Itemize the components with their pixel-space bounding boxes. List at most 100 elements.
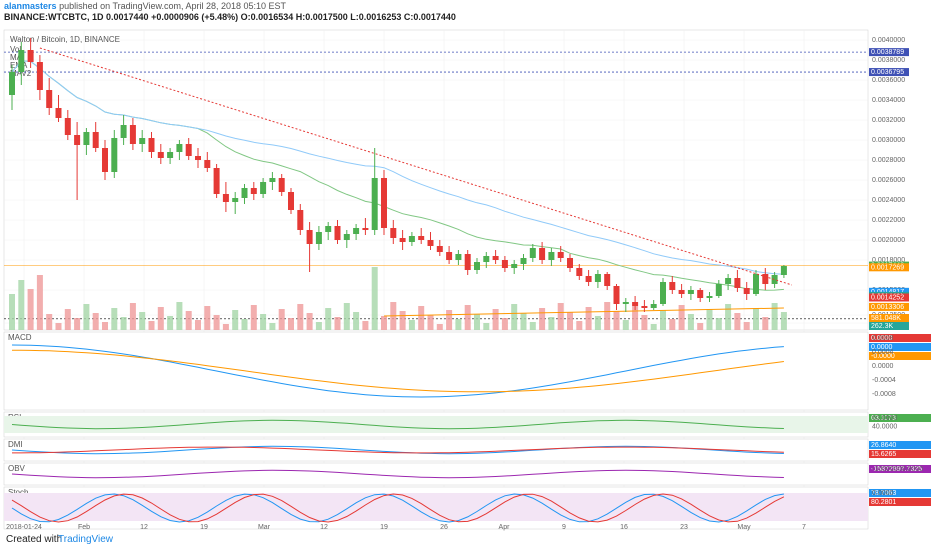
- volume-bar: [548, 317, 555, 330]
- candle-body: [604, 274, 611, 286]
- symbol-label: BINANCE:WTCBTC, 1D: [4, 12, 104, 22]
- volume-bar: [557, 303, 564, 330]
- chart-area[interactable]: 0.0040000 0.0038000 0.0036000 0.0034000 0.00…: [0, 24, 932, 531]
- volume-bar: [492, 309, 499, 330]
- candle-body: [46, 90, 53, 108]
- volume-bar: [511, 304, 518, 330]
- volume-bar: [371, 267, 378, 330]
- pane-tick-label: 0.0000: [872, 490, 894, 497]
- x-axis-label: Feb: [78, 524, 90, 531]
- price-tick-label: 0.0024000: [872, 197, 905, 204]
- pane-value-label: 78.7063: [871, 490, 896, 497]
- pane-tick-label: 40.0000: [872, 424, 897, 431]
- volume-bar: [111, 308, 118, 330]
- tradingview-brand[interactable]: TradingView: [58, 534, 114, 545]
- open-label: O:: [240, 12, 251, 22]
- price-tag: [869, 68, 909, 77]
- candle-body: [492, 256, 499, 260]
- candle-body: [706, 296, 713, 298]
- candle-body: [334, 226, 341, 240]
- volume-bar: [762, 317, 769, 330]
- volume-bar: [427, 315, 434, 330]
- volume-bar: [222, 324, 229, 330]
- volume-bar: [157, 307, 164, 330]
- ma-line: [383, 307, 784, 317]
- candle-body: [120, 125, 127, 138]
- candle-body: [176, 144, 183, 152]
- candle-body: [260, 182, 267, 194]
- pane-value-label: 63.1173: [871, 415, 896, 422]
- volume-bar: [260, 314, 267, 330]
- pane-value-tag: [869, 414, 931, 422]
- candle-body: [585, 276, 592, 282]
- volume-bar: [241, 319, 248, 330]
- price-tick-label: 0.0032000: [872, 117, 905, 124]
- candle-body: [315, 232, 322, 244]
- downtrend-line: [39, 47, 793, 286]
- pane-value-tag: [869, 334, 931, 342]
- volume-bar: [520, 313, 527, 330]
- candle-body: [446, 252, 453, 260]
- volume-bar: [585, 307, 592, 330]
- indicator-line: [11, 344, 784, 398]
- candle-body: [483, 256, 490, 262]
- volume-bar: [594, 316, 601, 330]
- volume-bar: [734, 313, 741, 330]
- indicator-line: [11, 419, 784, 430]
- price-tag-label: 0.0036795: [871, 69, 904, 76]
- candle-body: [353, 228, 360, 234]
- candle-body: [64, 118, 71, 135]
- volume-bar: [250, 305, 257, 330]
- pane-tick-label: -0.0008: [872, 391, 896, 398]
- indicator-pane-label: Stoch: [8, 488, 28, 497]
- x-axis-label: 16: [620, 524, 628, 531]
- candle-body: [390, 228, 397, 238]
- volume-bar: [46, 314, 53, 330]
- candle-body: [678, 290, 685, 294]
- x-axis-label: 9: [562, 524, 566, 531]
- price-tag: [869, 48, 909, 57]
- price-tag: [869, 302, 909, 311]
- x-axis-label: 19: [200, 524, 208, 531]
- price-tick-label: 0.0034000: [872, 97, 905, 104]
- x-axis-label: Mar: [258, 524, 271, 531]
- rsi-band: [4, 416, 868, 433]
- volume-bar: [315, 322, 322, 330]
- price-tag: [869, 287, 909, 296]
- candle-body: [464, 254, 471, 270]
- volume-bar: [278, 309, 285, 330]
- volume-bar: [678, 305, 685, 330]
- indicator-line: [11, 493, 785, 523]
- author-link[interactable]: alanmasters: [4, 1, 57, 11]
- pane-tick-label: 0.0000: [872, 363, 894, 370]
- price-tag-label: 0.0038789: [871, 49, 904, 56]
- candle-body: [297, 210, 304, 230]
- volume-bar: [129, 303, 136, 330]
- candle-body: [241, 188, 248, 198]
- candle-body: [362, 228, 369, 230]
- pane-tick-label: 60.0000: [872, 415, 897, 422]
- volume-bar: [9, 294, 15, 330]
- indicator-pane: [3, 438, 869, 462]
- x-axis-label: May: [737, 524, 751, 531]
- volume-bar: [687, 314, 694, 330]
- pane-value-tag: [869, 498, 931, 506]
- price-tick-label: 0.0020000: [872, 237, 905, 244]
- candle-body: [427, 240, 434, 246]
- low-value: 0.0016253: [358, 12, 402, 22]
- volume-bar: [148, 321, 155, 330]
- volume-bar: [195, 320, 201, 330]
- low-label: L:: [350, 12, 359, 22]
- volume-bar: [697, 323, 704, 330]
- x-axis-label: 23: [680, 524, 688, 531]
- volume-bar: [353, 312, 360, 330]
- pane-tick-label: 0.0008: [872, 335, 894, 342]
- volume-bar: [120, 317, 127, 330]
- volume-bar: [36, 275, 43, 330]
- price-tag: [869, 322, 909, 330]
- volume-bar: [139, 312, 146, 330]
- candle-body: [269, 178, 276, 182]
- volume-bar: [715, 318, 722, 330]
- open-value: 0.0016534: [250, 12, 294, 22]
- candle-body: [650, 304, 657, 308]
